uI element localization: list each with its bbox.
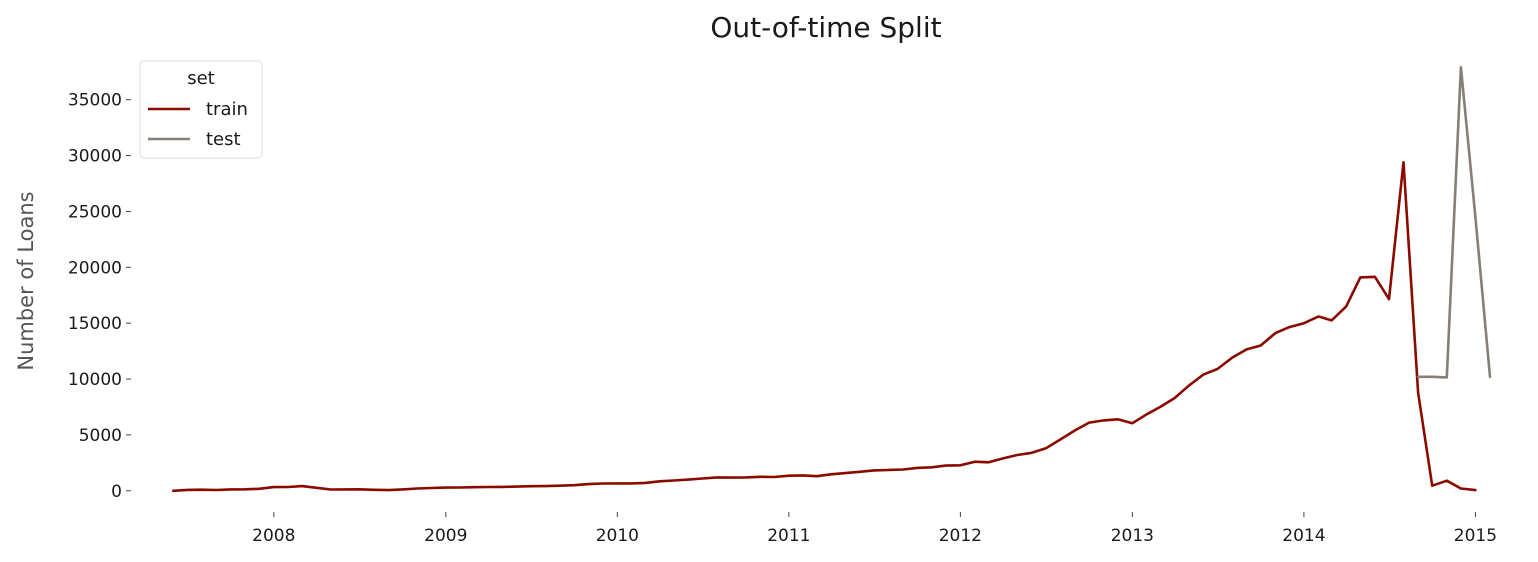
y-axis-title: Number of Loans (14, 191, 38, 370)
legend-entries: train test (148, 99, 248, 150)
y-tick-label: 30000 (68, 147, 122, 167)
y-tick-label: 0 (111, 482, 122, 502)
legend-frame (139, 60, 263, 159)
y-axis: 0 5000 10000 15000 20000 25000 30000 35000 (68, 91, 131, 502)
series-line-test (1416, 66, 1492, 379)
x-tick-label: 2014 (1282, 526, 1325, 546)
y-tick-label: 20000 (68, 258, 122, 278)
x-tick-label: 2008 (252, 526, 295, 546)
y-tick-label: 15000 (68, 314, 122, 334)
x-tick-label: 2010 (596, 526, 639, 546)
x-tick-label: 2015 (1454, 526, 1497, 546)
x-tick-label: 2012 (939, 526, 982, 546)
legend-label-train: train (206, 99, 248, 120)
legend-title: set (187, 68, 215, 89)
legend-label-test: test (206, 129, 241, 150)
y-tick-label: 25000 (68, 202, 122, 222)
x-tick-label: 2009 (424, 526, 467, 546)
y-tick-label: 5000 (79, 426, 122, 446)
series-layer (171, 66, 1492, 493)
x-tick-label: 2011 (767, 526, 810, 546)
x-axis: 2008 2009 2010 2011 2012 2013 2014 2015 (252, 512, 1497, 546)
y-tick-label: 35000 (68, 91, 122, 111)
chart-title: Out-of-time Split (710, 11, 941, 44)
legend: set train test (139, 60, 263, 159)
y-tick-label: 10000 (68, 370, 122, 390)
series-line-train (171, 161, 1477, 493)
x-tick-label: 2013 (1111, 526, 1154, 546)
